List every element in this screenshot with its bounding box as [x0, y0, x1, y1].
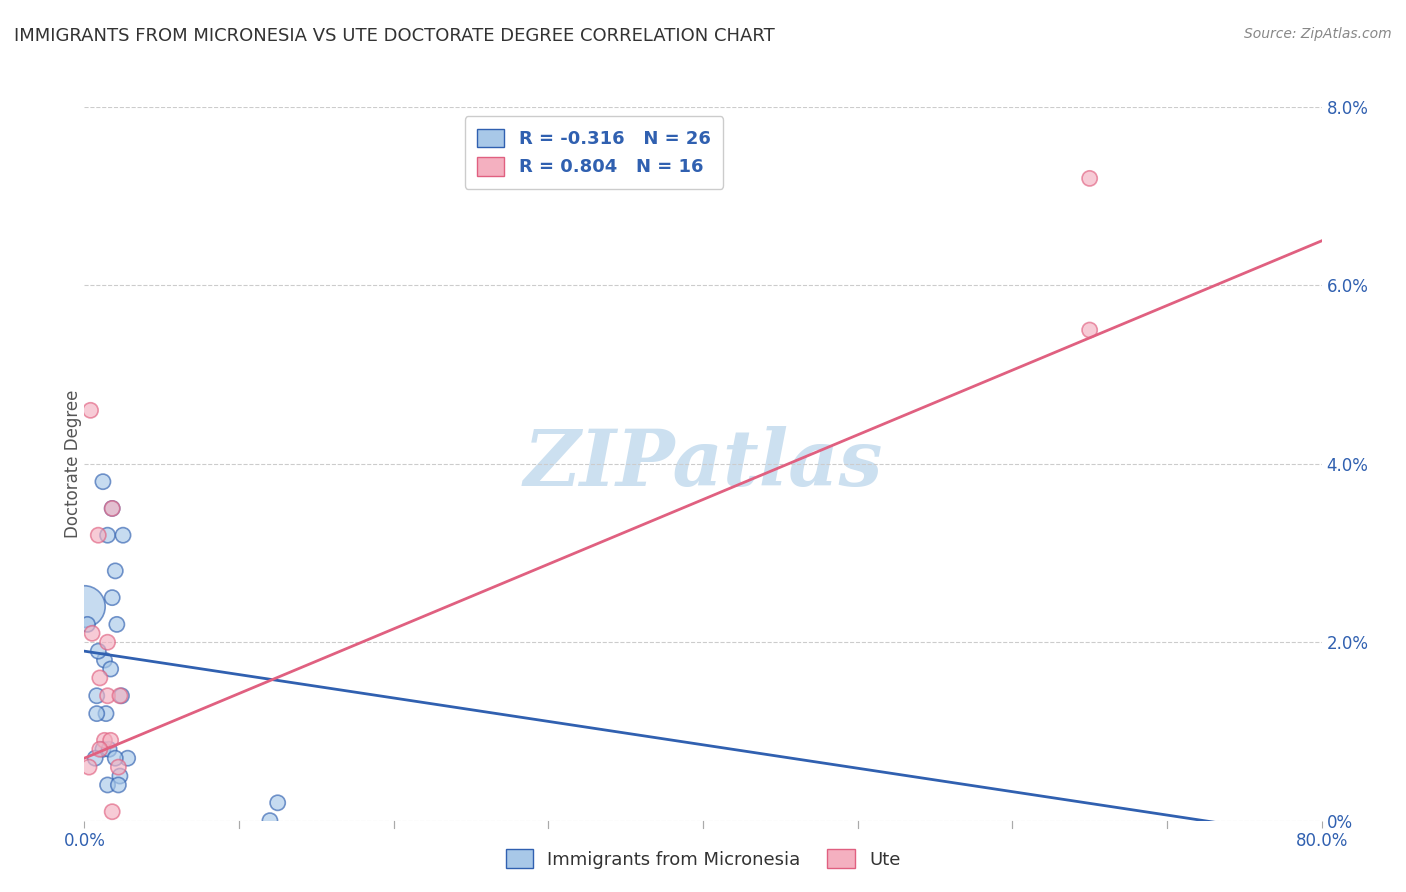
Point [82, 626, 104, 640]
Point [105, 617, 128, 632]
Point [107, 760, 129, 774]
Point [112, 528, 135, 542]
Point [100, 733, 122, 747]
Point [73, 599, 96, 614]
Point [107, 778, 129, 792]
Point [108, 769, 131, 783]
Point [91, 742, 114, 756]
Text: IMMIGRANTS FROM MICRONESIA VS UTE DOCTORATE DEGREE CORRELATION CHART: IMMIGRANTS FROM MICRONESIA VS UTE DOCTOR… [14, 27, 775, 45]
Point [100, 662, 122, 676]
Point [101, 501, 124, 516]
Point [93, 653, 115, 667]
Point [86, 689, 108, 703]
Point [91, 475, 114, 489]
Point [101, 805, 124, 819]
Text: Source: ZipAtlas.com: Source: ZipAtlas.com [1244, 27, 1392, 41]
Y-axis label: Doctorate Degree: Doctorate Degree [65, 390, 82, 538]
Point [101, 591, 124, 605]
Point [1078, 171, 1101, 186]
Point [97, 778, 120, 792]
Point [77, 760, 100, 774]
Point [267, 796, 290, 810]
Point [89, 671, 111, 685]
Point [1078, 323, 1101, 337]
Point [104, 564, 127, 578]
Point [108, 689, 131, 703]
Point [93, 733, 115, 747]
Point [84, 751, 107, 765]
Point [97, 635, 120, 649]
Point [97, 689, 120, 703]
Point [104, 751, 127, 765]
Point [86, 706, 108, 721]
Point [79, 403, 101, 417]
Point [97, 528, 120, 542]
Point [98, 742, 121, 756]
Point [110, 689, 132, 703]
Point [117, 751, 139, 765]
Point [101, 501, 124, 516]
Text: ZIPatlas: ZIPatlas [523, 425, 883, 502]
Point [87, 528, 110, 542]
Point [76, 617, 98, 632]
Legend: Immigrants from Micronesia, Ute: Immigrants from Micronesia, Ute [498, 842, 908, 876]
Point [89, 742, 111, 756]
Point [87, 644, 110, 658]
Point [94, 706, 117, 721]
Point [259, 814, 281, 828]
